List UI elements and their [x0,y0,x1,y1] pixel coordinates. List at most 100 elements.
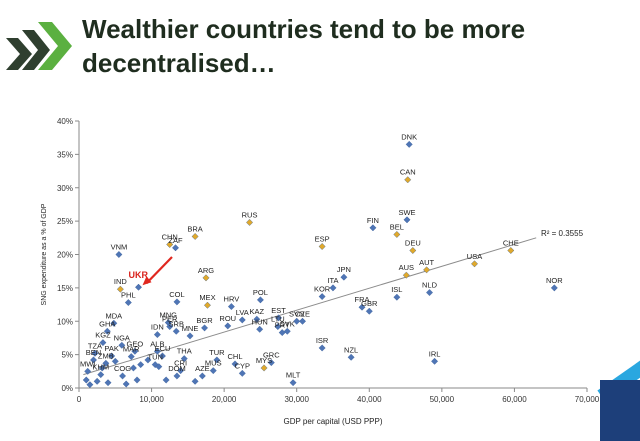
data-point-alb [153,347,161,355]
y-tick-label: 0% [61,384,73,393]
data-point-rus [246,218,254,226]
data-point-cog [119,372,127,380]
point-label-prt: PRT [275,321,290,330]
y-tick-label: 25% [57,217,73,226]
point-label-aze: AZE [195,364,210,373]
data-point-fin [369,224,377,232]
point-label-ind: IND [114,277,128,286]
point-label-tza: TZA [88,341,102,350]
x-tick-label: 60,000 [502,395,527,404]
point-label-geo: GEO [127,339,144,348]
data-point-kaz [253,315,261,323]
data-point-mys [260,364,268,372]
data-point-phl [124,299,132,307]
data-point-tha [180,355,188,363]
point-label-vnm: VNM [111,243,128,252]
data-point-che [507,247,515,254]
data-point-svk [283,327,291,335]
point-label-pol: POL [253,288,268,297]
data-point-pak [108,352,116,360]
data-point-isr [318,344,326,352]
data-point-prt [278,329,286,337]
point-label-zaf: ZAF [168,236,183,245]
data-point-tza [91,349,99,357]
point-label-cyp: CYP [235,361,250,370]
point-label-col: COL [169,290,184,299]
data-point-unlabeled-86 [155,363,163,371]
point-label-gha: GHA [99,319,115,328]
point-label-tun: TUN [147,353,162,362]
data-point-unlabeled-78 [86,381,94,389]
data-point-gha [103,327,111,335]
point-label-idn: IDN [151,323,164,332]
point-label-mus: MUS [205,359,222,368]
point-label-jpn: JPN [337,265,351,274]
y-tick-label: 15% [57,284,73,293]
point-label-swe: SWE [398,208,415,217]
data-point-bel [393,230,401,238]
x-tick-label: 30,000 [284,395,309,404]
data-point-unlabeled-90 [111,357,119,365]
logo-chevron-green [38,22,72,70]
data-point-grc [267,359,275,367]
data-point-tur [213,356,221,364]
data-point-mar [127,353,135,361]
data-point-nor [550,284,558,292]
data-point-srb [172,327,180,335]
x-tick-label: 0 [77,395,82,404]
slide-title-line-1: Wealthier countries tend to be more [82,14,526,44]
data-point-ecu [158,352,166,360]
data-point-unlabeled-77 [82,376,90,384]
point-label-mda: MDA [105,311,122,320]
data-point-unlabeled-82 [122,380,130,388]
data-point-gbr [365,307,373,315]
footer-bar-decoration [600,380,640,441]
data-point-arg [202,274,210,282]
data-point-chl [231,360,239,368]
data-point-geo [131,347,139,355]
data-point-esp [318,243,326,250]
x-tick-label: 10,000 [139,395,164,404]
x-tick-label: 70,000 [575,395,600,404]
point-label-mar: MAR [123,345,140,354]
data-point-nld [426,289,434,297]
point-label-pak: PAK [104,344,118,353]
highlight-arrow-head [142,276,152,286]
point-label-hun: HUN [252,317,268,326]
data-point-ben [90,356,97,364]
point-label-per: PER [162,315,178,324]
point-label-isl: ISL [391,285,402,294]
point-label-est: EST [271,306,286,315]
point-label-cri: CRI [174,359,187,368]
data-point-khm [97,371,105,379]
data-point-bgr [201,324,209,332]
point-label-bgr: BGR [196,316,213,325]
highlight-label-ukr: UKR [129,270,149,280]
x-tick-label: 20,000 [212,395,237,404]
data-point-idn [153,331,161,339]
data-point-jpn [340,273,348,281]
data-point-mne [186,332,194,340]
point-label-mys: MYS [256,356,272,365]
point-label-alb: ALB [150,339,164,348]
data-point-vnm [115,251,123,258]
y-axis-title: SNG expenditure as a % of GDP [41,203,48,305]
data-point-unlabeled-84 [137,361,145,369]
data-point-mwi [84,367,92,375]
y-tick-label: 40% [57,117,73,126]
point-label-kgz: KGZ [95,331,111,340]
point-label-dom: DOM [168,364,186,373]
data-point-unlabeled-83 [129,364,137,372]
x-tick-label: 50,000 [430,395,455,404]
point-label-mng: MNG [160,311,178,320]
point-label-hrv: HRV [224,295,240,304]
data-point-zmb [102,359,110,367]
data-point-mus [209,367,217,375]
point-label-bra: BRA [187,224,202,233]
point-label-ben: BEN [86,348,101,357]
data-point-mex [203,301,211,309]
data-point-cze [299,317,307,325]
point-label-aut: AUT [419,258,434,267]
